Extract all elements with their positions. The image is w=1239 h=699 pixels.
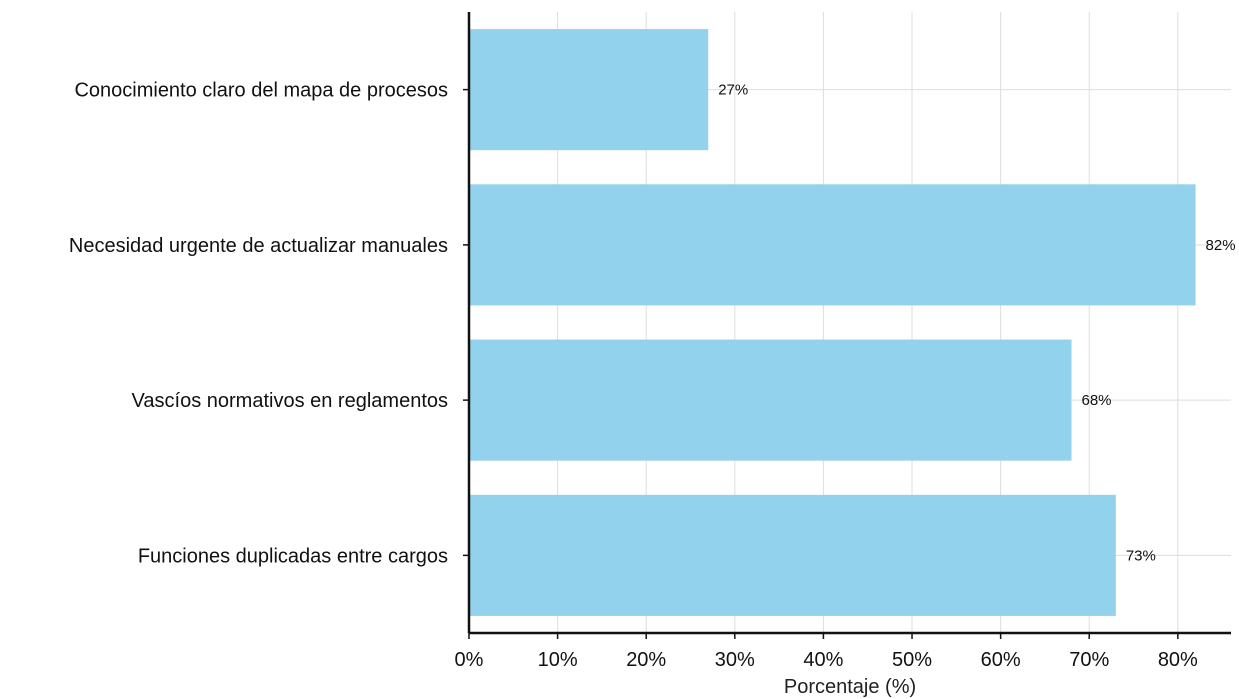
x-tick-label-2: 20%	[626, 649, 666, 671]
x-tick-label-6: 60%	[981, 649, 1021, 671]
category-label-1: Necesidad urgente de actualizar manuales	[69, 235, 448, 257]
x-tick-label-1: 10%	[538, 649, 578, 671]
data-label-1: 82%	[1206, 237, 1236, 254]
labels-layer: 0% 10% 20% 30% 40% 50% 60% 70% 80% Conocimiento c…	[69, 80, 1236, 671]
axes-layer	[463, 12, 1231, 639]
x-tick-label-3: 30%	[715, 649, 755, 671]
data-label-2: 68%	[1082, 392, 1112, 409]
category-label-0: Conocimiento claro del mapa de procesos	[74, 80, 448, 102]
x-tick-label-8: 80%	[1158, 649, 1198, 671]
bar-2	[469, 339, 1072, 461]
category-label-3: Funciones duplicadas entre cargos	[138, 545, 448, 567]
bar-1	[469, 184, 1196, 306]
x-tick-label-5: 50%	[892, 649, 932, 671]
bar-0	[469, 29, 709, 151]
x-tick-label-4: 40%	[803, 649, 843, 671]
bars-layer	[469, 29, 1196, 616]
data-label-3: 73%	[1126, 547, 1156, 564]
data-label-0: 27%	[718, 82, 748, 99]
x-tick-label-7: 70%	[1069, 649, 1109, 671]
x-axis-title: Porcentaje (%)	[784, 676, 916, 698]
x-tick-label-0: 0%	[455, 649, 484, 671]
category-label-2: Vascíos normativos en reglamentos	[132, 390, 448, 412]
bar-3	[469, 494, 1116, 616]
